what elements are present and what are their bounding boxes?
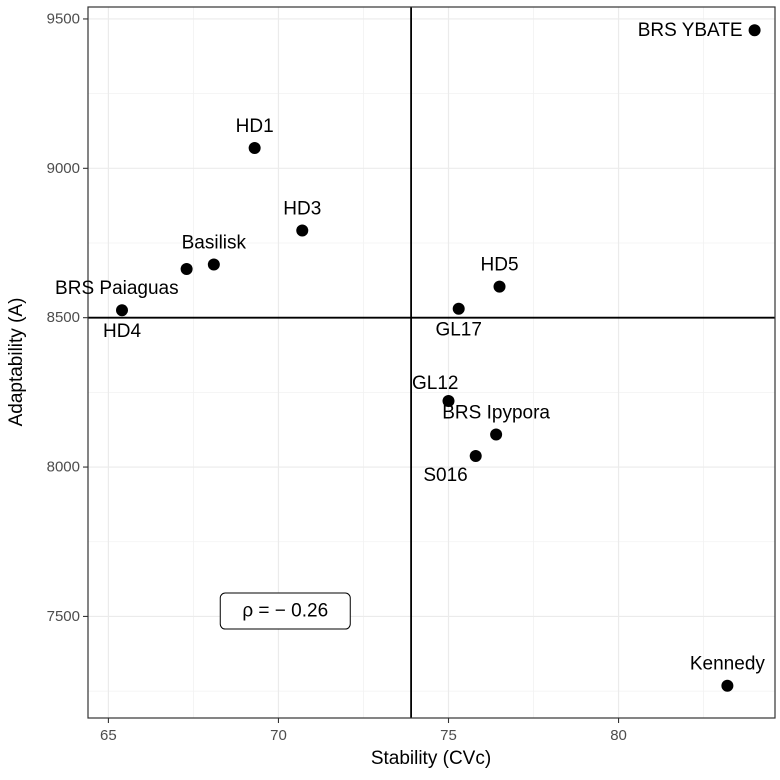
x-axis-title: Stability (CVc) <box>371 748 491 769</box>
annotation-box <box>219 592 351 630</box>
point-hd1 <box>248 142 261 155</box>
reference-lines <box>88 7 775 718</box>
label-gl17: GL17 <box>435 320 481 341</box>
y-tick-label: 9000 <box>47 160 80 177</box>
label-s016: S016 <box>423 465 467 486</box>
annotation-text: ρ = − 0.26 <box>242 601 328 622</box>
y-tick-label: 8500 <box>47 309 80 326</box>
label-hd3: HD3 <box>283 198 321 219</box>
plot-border <box>87 6 776 719</box>
y-tick-label: 7500 <box>47 608 80 625</box>
point-s016 <box>469 450 482 463</box>
x-tick-label: 65 <box>100 727 117 744</box>
y-axis-title: Adaptability (A) <box>6 298 27 427</box>
y-tick-label: 9500 <box>47 10 80 27</box>
point-hd3 <box>296 224 309 237</box>
label-brs-paiaguas: BRS Paiaguas <box>55 278 179 299</box>
minor-gridlines <box>88 7 775 718</box>
correlation-annotation: ρ = − 0.26 <box>219 592 351 630</box>
point-labels: BRS YBATE HD1 HD3 Basilisk BRS Paiaguas HD4 HD… <box>55 20 765 675</box>
x-axis-ticks: 65 70 75 80 <box>100 718 627 744</box>
label-brs-ybate: BRS YBATE <box>638 20 743 41</box>
y-axis-ticks: 7500 8000 8500 9000 9500 <box>47 10 88 625</box>
point-gl17 <box>452 302 465 315</box>
label-basilisk: Basilisk <box>182 233 247 254</box>
point-hd5 <box>493 280 506 293</box>
point-brs-paiaguas <box>180 262 193 275</box>
y-tick-label: 8000 <box>47 459 80 476</box>
point-kennedy <box>721 679 734 692</box>
point-brs-ybate <box>748 24 761 37</box>
label-hd1: HD1 <box>236 116 274 137</box>
point-hd4 <box>116 304 129 317</box>
label-hd4: HD4 <box>103 321 141 342</box>
point-brs-ipypora <box>490 428 503 441</box>
data-points <box>116 24 761 692</box>
x-tick-label: 70 <box>270 727 287 744</box>
point-gl12 <box>442 395 455 408</box>
x-tick-label: 75 <box>440 727 457 744</box>
point-basilisk <box>207 258 220 271</box>
label-kennedy: Kennedy <box>690 654 766 675</box>
label-brs-ipypora: BRS Ipypora <box>442 402 550 423</box>
plot-panel <box>88 7 775 718</box>
label-gl12: GL12 <box>412 373 458 394</box>
label-hd5: HD5 <box>481 255 519 276</box>
x-tick-label: 80 <box>610 727 627 744</box>
